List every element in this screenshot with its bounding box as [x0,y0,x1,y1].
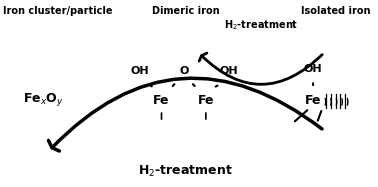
Text: O: O [179,66,188,76]
Text: Fe$_x$O$_y$: Fe$_x$O$_y$ [23,91,64,108]
Text: Fe: Fe [153,94,170,107]
Text: OH: OH [130,66,149,76]
Text: OH: OH [220,66,239,76]
Text: H$_2$-treatment: H$_2$-treatment [138,164,233,179]
Text: Isolated iron: Isolated iron [301,6,370,16]
Text: Iron cluster/particle: Iron cluster/particle [3,6,112,16]
Text: H$_2$-treatment: H$_2$-treatment [224,18,299,32]
Text: Fe: Fe [198,94,214,107]
Text: Dimeric iron: Dimeric iron [152,6,219,16]
Text: OH: OH [304,64,322,74]
Text: Fe: Fe [305,94,321,107]
